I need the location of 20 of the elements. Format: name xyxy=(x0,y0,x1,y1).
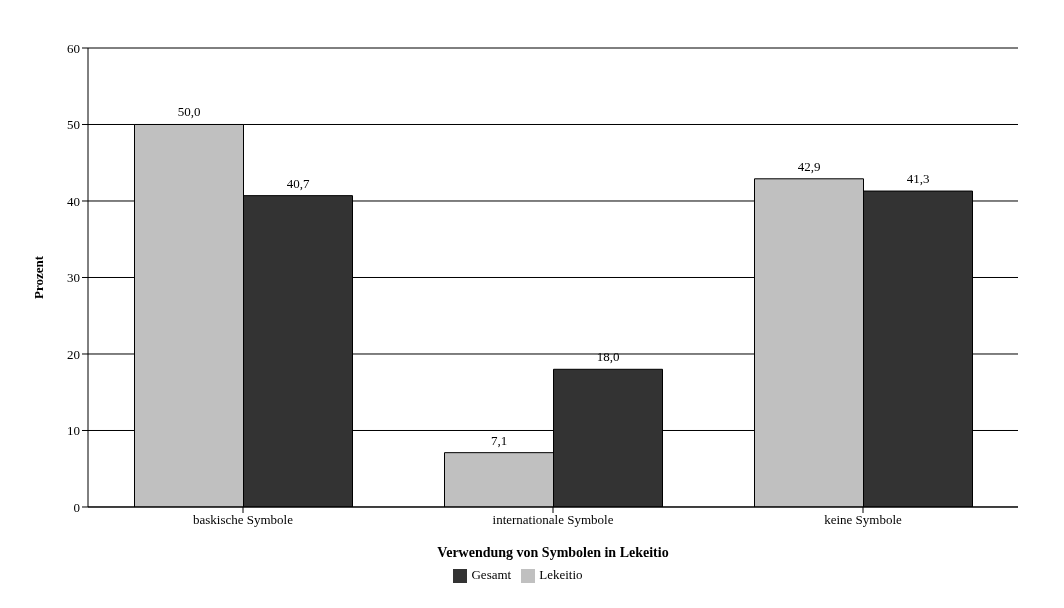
x-tick-label: baskische Symbole xyxy=(192,512,294,528)
y-tick-label: 30 xyxy=(67,270,80,286)
y-tick-label: 10 xyxy=(67,423,80,439)
y-tick-label: 20 xyxy=(67,346,80,362)
y-axis-title: Prozent xyxy=(30,255,46,300)
data-label: 18,0 xyxy=(596,349,620,365)
x-tick-label: keine Symbole xyxy=(824,512,903,528)
data-label: 42,9 xyxy=(797,158,821,174)
data-label: 41,3 xyxy=(906,171,930,187)
legend-label: Gesamt xyxy=(471,566,512,582)
data-label: 50,0 xyxy=(177,104,201,120)
y-tick-label: 40 xyxy=(67,193,80,209)
x-tick-label: internationale Symbole xyxy=(492,512,614,528)
legend-label: Lekeitio xyxy=(539,566,583,582)
y-tick-label: 0 xyxy=(73,499,80,515)
data-label: 7,1 xyxy=(490,432,508,448)
y-tick-label: 50 xyxy=(67,117,80,133)
y-tick-label: 60 xyxy=(67,40,80,56)
data-label: 40,7 xyxy=(286,175,310,191)
x-axis-title: Verwendung von Symbolen in Lekeitio xyxy=(437,544,669,560)
